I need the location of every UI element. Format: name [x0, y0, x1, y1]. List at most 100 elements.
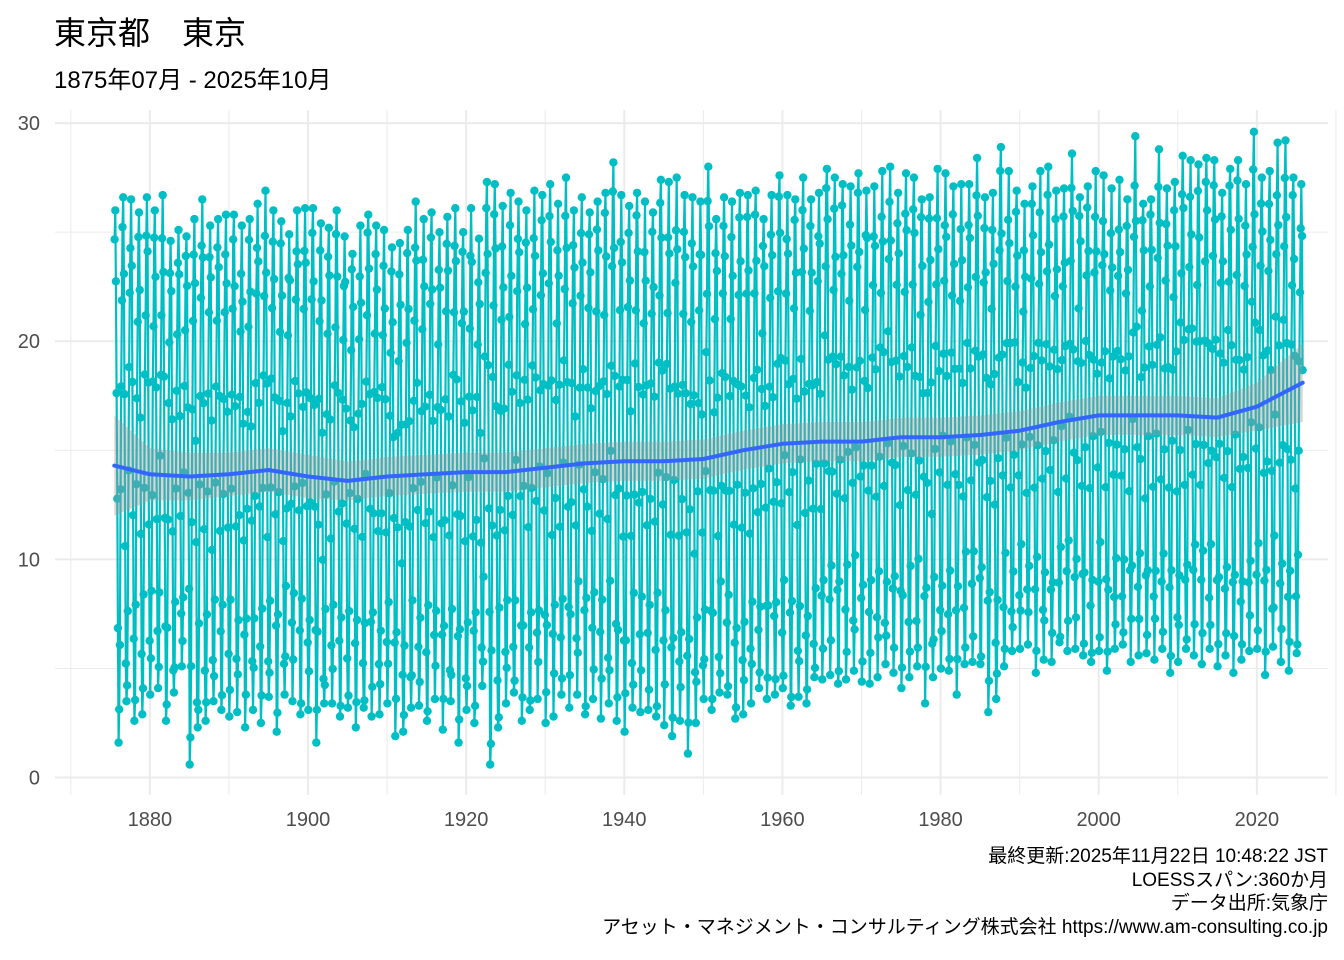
- data-point: [710, 314, 720, 324]
- data-point: [1209, 181, 1218, 190]
- data-point: [694, 306, 704, 315]
- data-point: [1142, 649, 1151, 658]
- data-point: [1216, 349, 1225, 358]
- data-point: [444, 412, 453, 421]
- data-point: [424, 507, 434, 516]
- data-point: [242, 614, 251, 623]
- data-point: [582, 502, 592, 511]
- data-point: [1006, 483, 1015, 492]
- data-point: [1283, 445, 1292, 454]
- data-point: [922, 583, 931, 592]
- data-point: [385, 488, 394, 498]
- data-point: [524, 522, 533, 532]
- data-point: [602, 389, 611, 399]
- data-point: [484, 360, 493, 370]
- data-point: [960, 659, 969, 669]
- data-point: [613, 693, 622, 702]
- data-point: [1083, 182, 1093, 191]
- data-point: [1176, 318, 1185, 327]
- data-point: [833, 585, 842, 595]
- data-point: [127, 261, 136, 270]
- data-point: [875, 452, 884, 461]
- data-point: [379, 261, 388, 270]
- data-point: [1124, 352, 1133, 361]
- data-point: [663, 233, 673, 242]
- data-point: [175, 270, 184, 279]
- data-point: [1131, 216, 1141, 226]
- data-point: [640, 197, 650, 206]
- data-point: [696, 197, 705, 206]
- data-point: [288, 697, 297, 706]
- data-point: [834, 666, 843, 676]
- data-point: [847, 385, 857, 394]
- data-point: [661, 472, 671, 482]
- data-point: [474, 234, 484, 243]
- data-point: [885, 197, 894, 207]
- data-point: [1196, 480, 1205, 490]
- data-point: [349, 302, 358, 312]
- data-point: [366, 617, 376, 627]
- data-point: [569, 206, 579, 215]
- data-point: [669, 475, 679, 485]
- data-point: [267, 374, 276, 383]
- data-point: [488, 521, 497, 530]
- data-point: [1289, 254, 1299, 264]
- data-point: [905, 673, 914, 682]
- data-point: [211, 478, 220, 487]
- data-point: [1136, 454, 1145, 464]
- data-point: [1048, 628, 1057, 638]
- data-point: [525, 705, 534, 715]
- data-point: [1183, 425, 1193, 435]
- data-point: [1214, 639, 1223, 649]
- data-point: [122, 697, 131, 706]
- data-point: [1287, 281, 1297, 290]
- data-point: [1208, 344, 1217, 354]
- data-point: [163, 623, 172, 632]
- data-point: [455, 625, 465, 634]
- data-point: [538, 190, 547, 200]
- data-point: [578, 365, 588, 374]
- data-point: [511, 455, 521, 465]
- data-point: [1143, 566, 1153, 575]
- data-point: [789, 374, 798, 384]
- data-point: [755, 668, 764, 677]
- data-point: [892, 280, 901, 289]
- data-point: [1162, 184, 1172, 193]
- data-point: [988, 188, 998, 198]
- data-point: [1213, 662, 1222, 671]
- data-point: [857, 677, 866, 686]
- data-point: [1289, 173, 1298, 182]
- data-point: [654, 358, 664, 367]
- data-point: [831, 252, 840, 262]
- data-point: [1096, 537, 1105, 547]
- data-point: [1007, 646, 1017, 656]
- data-point: [841, 675, 851, 684]
- data-point: [594, 246, 603, 255]
- data-point: [1117, 592, 1127, 601]
- data-point: [132, 480, 141, 489]
- data-point: [1239, 452, 1248, 462]
- data-point: [699, 694, 708, 704]
- data-point: [1222, 562, 1232, 572]
- data-point: [1167, 566, 1176, 575]
- data-point: [1290, 351, 1299, 361]
- data-point: [646, 379, 656, 388]
- data-point: [966, 364, 975, 373]
- data-point: [818, 644, 828, 653]
- data-point: [1215, 439, 1224, 448]
- data-point: [423, 707, 432, 716]
- data-point: [374, 527, 383, 536]
- data-point: [1297, 231, 1307, 241]
- data-point: [257, 691, 266, 700]
- data-point: [131, 600, 140, 609]
- data-point: [157, 311, 166, 320]
- data-point: [508, 510, 517, 520]
- data-point: [794, 692, 803, 701]
- data-point: [1085, 483, 1095, 493]
- data-point: [1224, 277, 1234, 286]
- data-point: [1258, 227, 1267, 236]
- data-point: [1276, 579, 1285, 588]
- data-point: [1072, 554, 1081, 564]
- data-point: [1266, 235, 1275, 245]
- data-point: [155, 588, 164, 597]
